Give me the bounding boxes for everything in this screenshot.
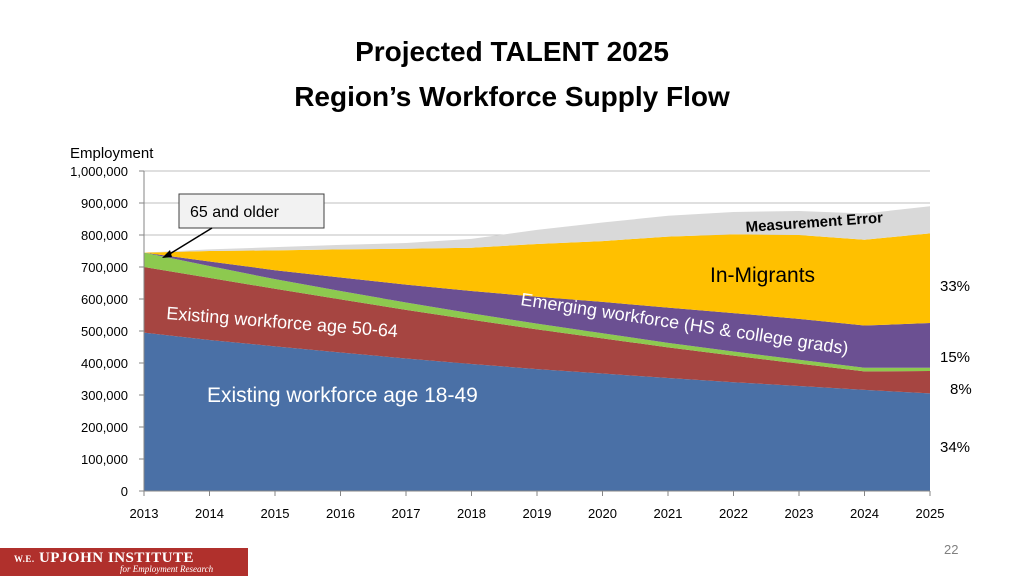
y-tick-label: 300,000 <box>81 388 128 403</box>
page-number: 22 <box>944 542 959 557</box>
x-tick-label: 2018 <box>457 506 486 521</box>
slide-title-line1: Projected TALENT 2025 <box>355 36 669 67</box>
y-tick-label: 600,000 <box>81 292 128 307</box>
y-tick-label: 900,000 <box>81 196 128 211</box>
y-tick-label: 1,000,000 <box>70 164 128 179</box>
x-tick-label: 2022 <box>719 506 748 521</box>
x-tick-label: 2016 <box>326 506 355 521</box>
series-area-1 <box>144 267 930 394</box>
label-age-18-49: Existing workforce age 18-49 <box>207 384 478 407</box>
callout-arrowhead <box>162 250 172 258</box>
y-tick-label: 200,000 <box>81 420 128 435</box>
series-area-4 <box>144 233 930 326</box>
series-area-5 <box>144 206 930 253</box>
share-label: 34% <box>940 439 970 456</box>
y-axis-title: Employment <box>70 145 154 162</box>
upjohn-logo: W.E. UPJOHN INSTITUTE for Employment Res… <box>0 548 248 576</box>
slide-title-line2: Region’s Workforce Supply Flow <box>294 81 730 112</box>
x-tick-label: 2021 <box>654 506 683 521</box>
logo-sub: for Employment Research <box>120 564 214 574</box>
x-tick-label: 2023 <box>785 506 814 521</box>
x-tick-label: 2025 <box>916 506 945 521</box>
y-tick-label: 700,000 <box>81 260 128 275</box>
callout-box <box>178 193 325 229</box>
y-tick-label: 500,000 <box>81 324 128 339</box>
callout-arrow <box>167 227 213 256</box>
y-tick-label: 100,000 <box>81 452 128 467</box>
x-tick-label: 2013 <box>130 506 159 521</box>
x-tick-label: 2024 <box>850 506 879 521</box>
y-tick-label: 400,000 <box>81 356 128 371</box>
series-area-0 <box>144 332 930 491</box>
share-label: 8% <box>950 381 972 398</box>
label-in-migrants: In-Migrants <box>710 264 815 287</box>
x-tick-label: 2015 <box>261 506 290 521</box>
callout-65-label: 65 and older <box>190 204 280 221</box>
share-label: 33% <box>940 278 970 295</box>
series-area-3 <box>144 252 930 368</box>
x-tick-label: 2019 <box>523 506 552 521</box>
x-tick-label: 2017 <box>392 506 421 521</box>
y-tick-label: 0 <box>121 484 128 499</box>
y-tick-label: 800,000 <box>81 228 128 243</box>
share-label: 15% <box>940 349 970 366</box>
x-tick-label: 2020 <box>588 506 617 521</box>
logo-main: UPJOHN INSTITUTE <box>38 550 195 566</box>
x-tick-label: 2014 <box>195 506 224 521</box>
logo-prefix: W.E. <box>14 554 35 564</box>
